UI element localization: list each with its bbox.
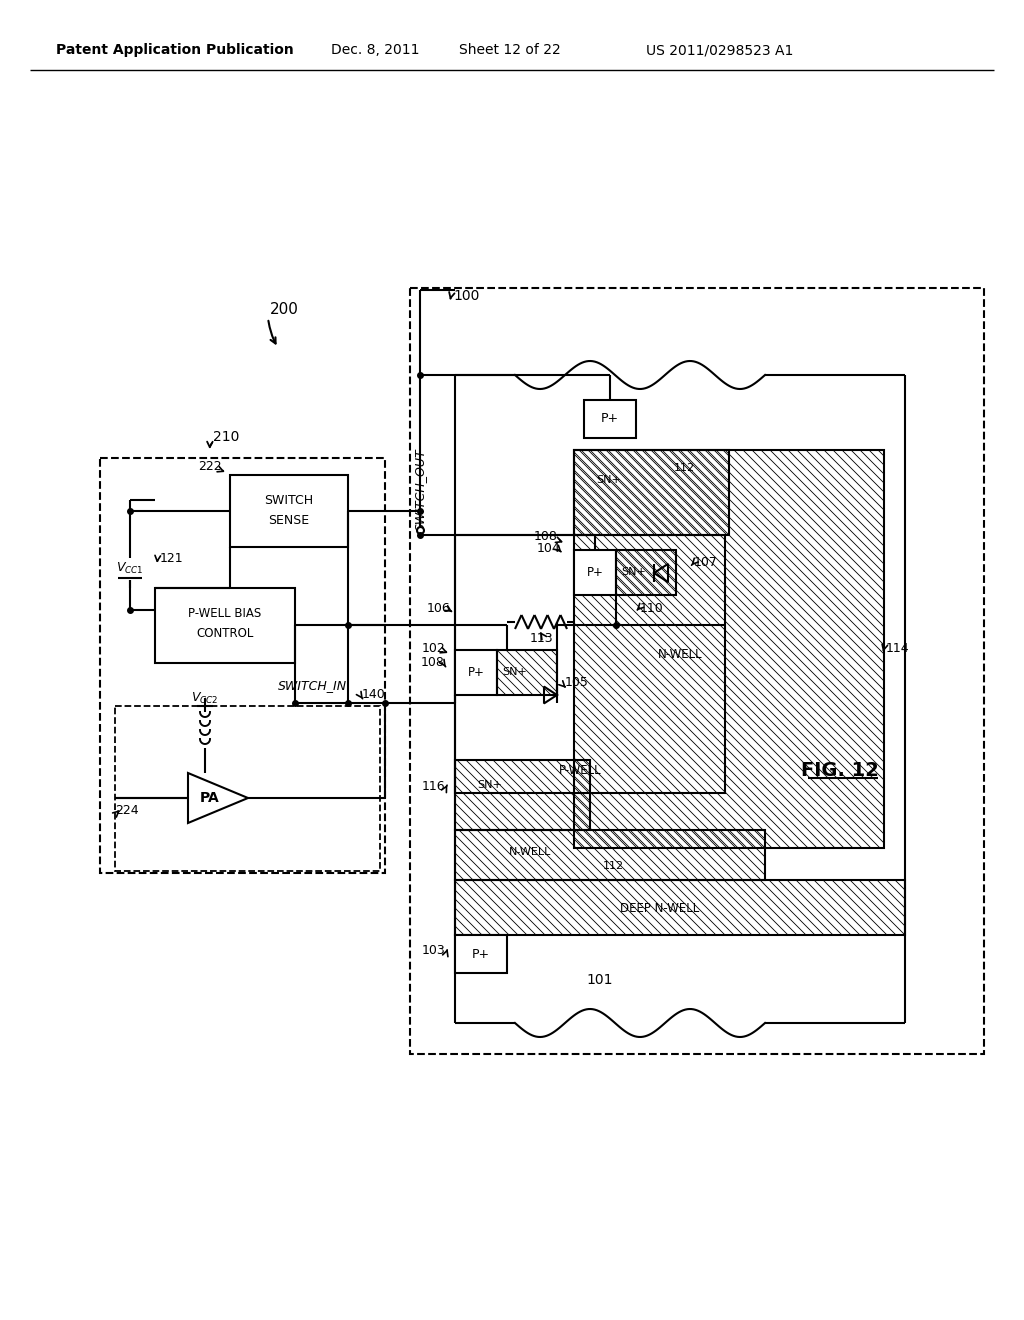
Text: N-WELL: N-WELL [657,648,702,661]
Text: $V_{CC1}$: $V_{CC1}$ [117,561,143,576]
Text: P-WELL: P-WELL [559,763,601,776]
Text: SN+: SN+ [597,475,622,484]
Text: Dec. 8, 2011: Dec. 8, 2011 [331,44,419,57]
Bar [455,935,507,973]
Text: US 2011/0298523 A1: US 2011/0298523 A1 [646,44,794,57]
Text: P+: P+ [601,412,620,425]
Text: 112: 112 [674,463,694,473]
Text: P+: P+ [472,948,490,961]
Text: SWITCH_OUT: SWITCH_OUT [414,449,427,532]
Text: P+: P+ [587,566,603,579]
Text: SN+: SN+ [503,667,527,677]
Text: 106: 106 [426,602,450,615]
Text: 116: 116 [421,780,445,792]
Text: 107: 107 [694,557,718,569]
Text: 104: 104 [537,541,560,554]
Text: 103: 103 [421,944,445,957]
Text: 222: 222 [199,459,222,473]
Text: 121: 121 [160,552,183,565]
Bar [455,830,765,880]
Text: SWITCH: SWITCH [264,495,313,507]
Text: P-WELL BIAS: P-WELL BIAS [188,607,261,620]
Bar [497,649,557,696]
Text: $V_{CC2}$: $V_{CC2}$ [191,690,219,706]
Text: SN+: SN+ [622,568,646,577]
Text: SWITCH_IN: SWITCH_IN [278,680,346,693]
Text: FIG. 12: FIG. 12 [801,760,879,780]
Text: SN+: SN+ [477,780,503,789]
Bar [155,587,295,663]
Text: CONTROL: CONTROL [197,627,254,640]
Bar [410,288,984,1053]
Text: 108: 108 [421,656,445,669]
Text: 102: 102 [421,642,445,655]
Bar [574,450,729,535]
Bar [455,880,905,935]
Bar [115,706,380,871]
Bar [455,760,590,830]
Text: SENSE: SENSE [268,513,309,527]
Text: 224: 224 [115,804,138,817]
Text: Sheet 12 of 22: Sheet 12 of 22 [459,44,561,57]
Text: 140: 140 [362,689,386,701]
Text: Patent Application Publication: Patent Application Publication [56,44,294,57]
Text: 100: 100 [453,289,479,304]
Text: 101: 101 [587,973,613,987]
Bar [616,550,676,595]
Text: N-WELL: N-WELL [509,847,551,857]
Bar [574,450,884,847]
Text: DEEP N-WELL: DEEP N-WELL [621,902,699,915]
Bar [584,400,636,438]
Text: 113: 113 [529,631,553,644]
Bar [455,649,497,696]
Text: 105: 105 [565,676,589,689]
Bar [574,550,616,595]
Bar [100,458,385,873]
Text: 110: 110 [640,602,664,615]
Text: 114: 114 [886,642,909,655]
Bar [230,475,348,546]
Text: 112: 112 [602,861,624,871]
Text: 108: 108 [535,529,558,543]
Text: 210: 210 [213,430,240,444]
Text: 200: 200 [270,302,299,318]
Text: P+: P+ [468,667,484,678]
Text: PA: PA [200,791,220,805]
Bar [455,535,725,793]
